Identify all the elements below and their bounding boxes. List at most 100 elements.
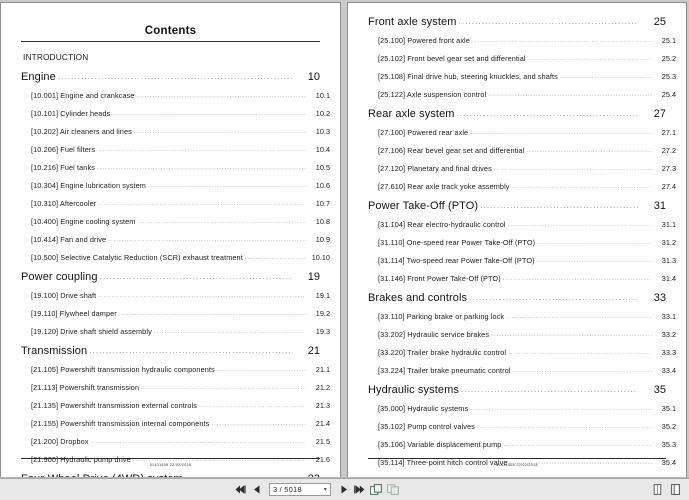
toc-entry-row[interactable]: [33.224] Trailer brake pneumatic control…	[378, 366, 676, 375]
toc-entry-row[interactable]: [19.100] Drive shaft....................…	[31, 291, 330, 300]
toc-entry-row[interactable]: [33.220] Trailer brake hydraulic control…	[378, 348, 676, 357]
toc-entry-row[interactable]: [27.106] Rear bevel gear set and differe…	[378, 146, 676, 155]
last-page-icon[interactable]	[353, 482, 366, 497]
page-number-value: 3 / 5018	[273, 485, 302, 494]
toc-entry-row[interactable]: [27.610] Rear axle track yoke assembly..…	[378, 182, 676, 191]
toc-entry-row[interactable]: [35.106] Variable displacement pump.....…	[378, 440, 676, 449]
page-number-input[interactable]: 3 / 5018 ▾	[269, 483, 331, 496]
toc-entry-row[interactable]: [21.900] Hydraulic pump drive...........…	[31, 455, 330, 464]
toc-leader-dots: ........................................…	[491, 331, 652, 338]
toc-entry-label: [10.001] Engine and crankcase	[31, 91, 135, 100]
toc-leader-dots: ........................................…	[526, 147, 652, 154]
toc-section-row[interactable]: Hydraulic systems.......................…	[368, 384, 666, 396]
toc-entry-row[interactable]: [35.114] Three-point hitch control valve…	[378, 458, 676, 467]
previous-page-icon[interactable]	[250, 482, 263, 497]
toc-entry-row[interactable]: [33.202] Hydraulic service brakes.......…	[378, 330, 676, 339]
toc-section-row[interactable]: Four-Wheel Drive (4WD) system...........…	[21, 473, 320, 477]
chevron-down-icon[interactable]: ▾	[323, 486, 327, 493]
fit-page-icon[interactable]	[369, 482, 383, 497]
toc-entry-label: [10.202] Air cleaners and lines	[31, 127, 132, 136]
navigation-toolbar: 3 / 5018 ▾	[0, 478, 689, 500]
toc-entry-row[interactable]: [10.202] Air cleaners and lines.........…	[31, 127, 330, 136]
toc-entry-row[interactable]: [25.108] Final drive hub, steering knuck…	[378, 72, 676, 81]
toc-leader-dots: ........................................…	[460, 385, 638, 394]
toc-entry-row[interactable]: [35.000] Hydraulic systems..............…	[378, 404, 676, 413]
toc-section-row[interactable]: Power coupling..........................…	[21, 271, 320, 283]
toc-entry-page: 31.4	[661, 274, 676, 283]
toc-entry-row[interactable]: [25.122] Axle suspension control........…	[378, 90, 676, 99]
toc-entry-page: 35.1	[661, 404, 676, 413]
toc-entry-label: [27.106] Rear bevel gear set and differe…	[378, 146, 525, 155]
toc-section-page: 23	[294, 473, 320, 477]
toc-entry-label: [19.100] Drive shaft	[31, 291, 97, 300]
toc-entry-label: [35.124] Three-point hitch hydraulic adj…	[378, 476, 535, 477]
footer-divider-left	[21, 458, 320, 459]
toc-entry-label: [19.110] Flywheel damper	[31, 309, 117, 318]
toc-entry-row[interactable]: [35.124] Three-point hitch hydraulic adj…	[378, 476, 676, 477]
toc-entry-row[interactable]: [31.104] Rear electro-hydraulic control.…	[378, 220, 676, 229]
toc-entry-page: 21.6	[315, 455, 330, 464]
toc-entry-row[interactable]: [25.102] Front bevel gear set and differ…	[378, 54, 676, 63]
toc-entry-label: [35.106] Variable displacement pump	[378, 440, 502, 449]
toc-section-row[interactable]: Rear axle system........................…	[368, 108, 666, 120]
toc-leader-dots: ........................................…	[493, 165, 652, 172]
document-page-left[interactable]: Contents INTRODUCTION Engine............…	[0, 2, 341, 478]
next-page-icon[interactable]	[337, 482, 350, 497]
page-footer-right: 51431508 22/02/2018	[368, 458, 666, 467]
toc-leader-dots: ........................................…	[480, 201, 638, 210]
first-page-icon[interactable]	[234, 482, 247, 497]
toc-entry-row[interactable]: [10.001] Engine and crankcase...........…	[31, 91, 330, 100]
toc-entry-row[interactable]: [10.216] Fuel tanks.....................…	[31, 163, 330, 172]
toc-entry-row[interactable]: [21.113] Powershift transmission........…	[31, 383, 330, 392]
toc-leader-dots: ........................................…	[506, 313, 652, 320]
toc-entry-row[interactable]: [31.146] Front Power Take-Off (PTO).....…	[378, 274, 676, 283]
toc-entry-row[interactable]: [35.102] Pump control valves............…	[378, 422, 676, 431]
toc-entry-page: 35.5	[654, 476, 676, 477]
toc-entry-row[interactable]: [10.206] Fuel filters...................…	[31, 145, 330, 154]
toc-entry-row[interactable]: [21.155] Powershift transmission interna…	[31, 419, 330, 428]
toc-section-row[interactable]: Brakes and controls.....................…	[368, 292, 666, 304]
toc-section-row[interactable]: Front axle system.......................…	[368, 16, 666, 28]
toc-entry-row[interactable]: [33.110] Parking brake or parking lock..…	[378, 312, 676, 321]
toc-entry-row[interactable]: [31.110] One-speed rear Power Take-Off (…	[378, 238, 676, 247]
toc-entry-label: [10.414] Fan and drive	[31, 235, 107, 244]
toc-entry-row[interactable]: [19.110] Flywheel damper................…	[31, 309, 330, 318]
toc-section-row[interactable]: Transmission............................…	[21, 345, 320, 357]
toc-leader-dots: ........................................…	[108, 236, 306, 243]
two-page-view-icon[interactable]	[669, 482, 681, 497]
page-content-left: Contents INTRODUCTION Engine............…	[1, 3, 340, 477]
toc-entry-row[interactable]: [10.101] Cylinder heads.................…	[31, 109, 330, 118]
single-page-view-icon[interactable]	[651, 482, 663, 497]
toc-entry-row[interactable]: [19.120] Drive shaft shield assembly....…	[31, 327, 330, 336]
toc-entry-page: 31.3	[661, 256, 676, 265]
toc-entry-page: 10.2	[315, 109, 330, 118]
toc-entry-row[interactable]: [10.500] Selective Catalytic Reduction (…	[31, 253, 330, 262]
toc-section-title: Four-Wheel Drive (4WD) system	[21, 473, 183, 477]
toc-leader-dots: ........................................…	[216, 366, 306, 373]
toc-entry-row[interactable]: [10.304] Engine lubrication system......…	[31, 181, 330, 190]
toc-entry-label: [33.224] Trailer brake pneumatic control	[378, 366, 511, 375]
pdf-viewer-canvas[interactable]: Contents INTRODUCTION Engine............…	[0, 0, 689, 478]
toc-entry-row[interactable]: [31.114] Two-speed rear Power Take-Off (…	[378, 256, 676, 265]
fit-width-icon[interactable]	[386, 482, 400, 497]
toc-entry-row[interactable]: [10.414] Fan and drive..................…	[31, 235, 330, 244]
toc-entry-row[interactable]: [10.310] Aftercooler....................…	[31, 199, 330, 208]
toc-leader-dots: ........................................…	[132, 456, 306, 463]
toc-entry-row[interactable]: [21.105] Powershift transmission hydraul…	[31, 365, 330, 374]
toc-entry-row[interactable]: [27.120] Planetary and final drives.....…	[378, 164, 676, 173]
toc-entry-row[interactable]: [21.135] Powershift transmission externa…	[31, 401, 330, 410]
toc-list-right: Front axle system.......................…	[368, 16, 676, 477]
toc-entry-label: [25.122] Axle suspension control	[378, 90, 487, 99]
toc-section-title: Brakes and controls	[368, 292, 468, 304]
toc-entry-row[interactable]: [27.100] Powered rear axle..............…	[378, 128, 676, 137]
title-divider	[21, 41, 320, 42]
toc-entry-row[interactable]: [21.200] Dropbox........................…	[31, 437, 330, 446]
page-footer-left: 51431508 22/02/2018	[21, 458, 320, 467]
toc-leader-dots: ........................................…	[470, 129, 652, 136]
toc-entry-row[interactable]: [10.400] Engine cooling system..........…	[31, 217, 330, 226]
toc-entry-row[interactable]: [25.100] Powered front axle.............…	[378, 36, 676, 45]
toc-section-row[interactable]: Engine..................................…	[21, 71, 320, 83]
toc-section-row[interactable]: Power Take-Off (PTO)....................…	[368, 200, 666, 212]
document-page-right[interactable]: Front axle system.......................…	[347, 2, 687, 478]
toc-leader-dots: ........................................…	[470, 405, 652, 412]
